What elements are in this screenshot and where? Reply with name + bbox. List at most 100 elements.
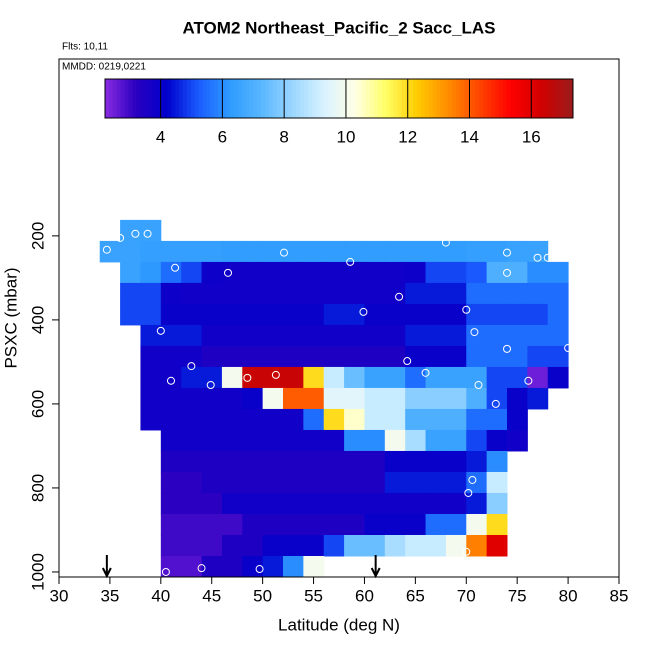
heat-cell (466, 450, 488, 473)
colorbar-segment (510, 79, 515, 118)
heat-cell (221, 429, 243, 452)
heat-cell (283, 429, 304, 452)
heat-cell (303, 240, 325, 263)
heat-cell (364, 513, 386, 536)
heat-cell (364, 240, 386, 263)
heat-cell (221, 240, 243, 263)
heat-cell (242, 408, 264, 431)
colorbar-segment (120, 79, 125, 118)
heat-cell (466, 261, 488, 284)
heat-cell (242, 345, 264, 368)
heat-cell (323, 534, 345, 557)
heat-cell (507, 324, 528, 347)
x-tick-label: 40 (151, 586, 170, 605)
sample-point (206, 381, 215, 390)
heat-cell (201, 534, 223, 557)
heat-cell (507, 429, 528, 452)
colorbar-segment (498, 79, 504, 118)
colorbar-segment (514, 79, 519, 118)
heat-cell (323, 429, 345, 452)
heat-cell (181, 555, 203, 578)
heat-cell (344, 345, 365, 368)
colorbar-segment (534, 79, 539, 118)
heat-cell (160, 513, 182, 536)
colorbar-segment (116, 79, 122, 118)
heat-cell (323, 366, 345, 389)
colorbar-segment (132, 79, 137, 118)
heat-cell (425, 408, 447, 431)
heat-cell (323, 240, 345, 263)
sample-point (161, 567, 170, 576)
heat-cell (364, 345, 386, 368)
colorbar-segment (569, 79, 574, 118)
sample-point (395, 292, 404, 301)
heat-cell (425, 429, 447, 452)
heat-cell (181, 534, 203, 557)
heat-cell (283, 345, 304, 368)
heat-cell (405, 282, 427, 305)
heat-cell (120, 240, 141, 263)
heat-cell (283, 534, 304, 557)
heat-cell (323, 492, 345, 515)
colorbar-segment (268, 79, 274, 118)
sample-point (359, 307, 368, 316)
colorbar-segment (358, 79, 363, 118)
heat-cell (262, 303, 284, 326)
x-tick-label: 85 (610, 586, 629, 605)
heat-cell (221, 513, 243, 536)
colorbar-segment (393, 79, 398, 118)
heat-cell (262, 429, 284, 452)
heat-cell (140, 303, 162, 326)
colorbar-segment (413, 79, 418, 118)
heat-cell (486, 450, 508, 473)
heat-cell (140, 345, 162, 368)
heat-cell (323, 324, 345, 347)
sample-point (102, 245, 111, 254)
colorbar-segment (432, 79, 437, 118)
heat-cell (201, 345, 223, 368)
x-tick-label: 30 (50, 586, 69, 605)
colorbar-segment (257, 79, 262, 118)
heat-cell (425, 303, 447, 326)
colorbar-segment (284, 79, 289, 118)
heat-cell (242, 303, 264, 326)
heat-cell (283, 450, 304, 473)
heat-cell (283, 387, 304, 410)
colorbar-segment (276, 79, 281, 118)
heat-cell (384, 492, 406, 515)
colorbar-segment (565, 79, 570, 118)
heat-cell (120, 219, 141, 242)
heat-cell (507, 387, 528, 410)
heat-cell (547, 366, 569, 389)
colorbar-segment (186, 79, 192, 118)
x-tick-label: 65 (406, 586, 425, 605)
heat-cell (344, 513, 365, 536)
heat-cell (527, 303, 549, 326)
heat-cell (160, 534, 182, 557)
colorbar-segment (557, 79, 562, 118)
heat-cell (120, 303, 141, 326)
sample-point (462, 305, 471, 314)
colorbar-segment (522, 79, 527, 118)
colorbar-segment (229, 79, 235, 118)
heat-cell (323, 282, 345, 305)
colorbar-segment (374, 79, 379, 118)
heat-cell (445, 303, 467, 326)
heat-cell (344, 303, 365, 326)
heat-cell (445, 366, 467, 389)
colorbar-segment (475, 79, 480, 118)
colorbar-segment (553, 79, 558, 118)
heat-cell (344, 387, 365, 410)
colorbar-segment (452, 79, 457, 118)
heat-cell (140, 324, 162, 347)
heat-cell (507, 303, 528, 326)
heat-cell (181, 303, 203, 326)
heat-cell (140, 240, 162, 263)
heat-cell (425, 492, 447, 515)
colorbar-segment (459, 79, 465, 118)
heat-cell (486, 387, 508, 410)
heat-cell (445, 513, 467, 536)
heat-cell (181, 408, 203, 431)
heat-cell (262, 240, 284, 263)
heat-cell (364, 324, 386, 347)
